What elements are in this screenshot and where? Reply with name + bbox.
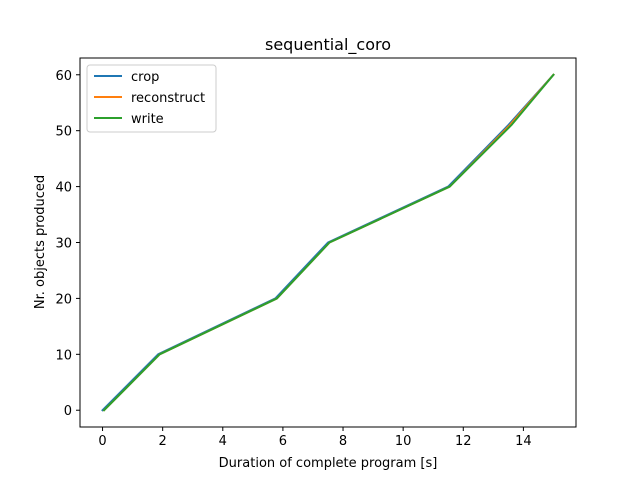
plot-lines bbox=[101, 73, 555, 412]
y-tick-label: 50 bbox=[55, 125, 72, 140]
legend-label-write: write bbox=[131, 112, 164, 127]
x-axis-label: Duration of complete program [s] bbox=[219, 456, 438, 471]
series-line-crop bbox=[101, 73, 555, 412]
x-tick-label: 12 bbox=[455, 434, 472, 449]
y-axis: 0 10 20 30 40 50 60 bbox=[55, 69, 80, 419]
legend-label-reconstruct: reconstruct bbox=[131, 91, 205, 106]
legend: crop reconstruct write bbox=[86, 64, 217, 133]
chart-title: sequential_coro bbox=[265, 35, 391, 55]
x-tick-label: 14 bbox=[515, 434, 532, 449]
y-axis-label: Nr. objects produced bbox=[33, 175, 48, 309]
x-tick-label: 4 bbox=[219, 434, 227, 449]
x-tick-label: 8 bbox=[339, 434, 347, 449]
y-tick-label: 0 bbox=[64, 404, 72, 419]
y-tick-label: 60 bbox=[55, 69, 72, 84]
x-tick-label: 2 bbox=[159, 434, 167, 449]
x-tick-label: 0 bbox=[98, 434, 106, 449]
series-line-write bbox=[102, 73, 555, 412]
x-tick-label: 6 bbox=[279, 434, 287, 449]
y-tick-label: 30 bbox=[55, 237, 72, 252]
y-tick-label: 40 bbox=[55, 181, 72, 196]
legend-box bbox=[86, 64, 217, 133]
x-axis: 0 2 4 6 8 10 12 14 bbox=[98, 427, 532, 449]
legend-label-crop: crop bbox=[131, 70, 159, 85]
y-tick-label: 20 bbox=[55, 292, 72, 307]
x-tick-label: 10 bbox=[395, 434, 412, 449]
y-tick-label: 10 bbox=[55, 348, 72, 363]
